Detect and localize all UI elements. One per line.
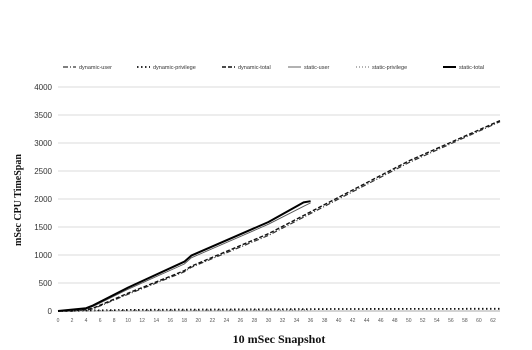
x-tick-label: 28 — [252, 318, 258, 324]
x-tick-label: 44 — [364, 318, 370, 324]
y-tick-label: 3500 — [34, 111, 52, 120]
x-tick-label: 4 — [85, 318, 88, 324]
legend-label-dynamic-privilege: dynamic-privilege — [153, 65, 196, 71]
x-tick-label: 20 — [196, 318, 202, 324]
y-tick-label: 2000 — [34, 195, 52, 204]
legend-label-static-user: static-user — [304, 65, 330, 71]
x-tick-label: 32 — [280, 318, 286, 324]
x-tick-label: 48 — [392, 318, 398, 324]
y-axis-label: mSec CPU TimeSpan — [13, 154, 24, 246]
x-tick-label: 30 — [266, 318, 272, 324]
x-tick-label: 34 — [294, 318, 300, 324]
x-tick-label: 42 — [350, 318, 356, 324]
legend-label-dynamic-user: dynamic-user — [79, 65, 112, 71]
y-tick-label: 1500 — [34, 223, 52, 232]
y-tick-label: 3000 — [34, 139, 52, 148]
x-tick-label: 38 — [322, 318, 328, 324]
legend-label-static-total: static-total — [459, 65, 484, 71]
x-tick-label: 56 — [448, 318, 454, 324]
x-tick-label: 58 — [462, 318, 468, 324]
x-tick-label: 2 — [71, 318, 74, 324]
y-axis: 0 500 1000 1500 2000 2500 3000 3500 4000 — [34, 83, 52, 316]
y-tick-label: 500 — [39, 279, 53, 288]
y-tick-label: 0 — [48, 307, 53, 316]
x-axis: 0 2 4 6 8 10 12 14 16 18 20 22 24 26 28 30 32 34 36 38 40 42 4… — [57, 310, 500, 324]
x-tick-label: 18 — [182, 318, 188, 324]
x-tick-label: 12 — [139, 318, 145, 324]
x-tick-label: 62 — [490, 318, 496, 324]
x-tick-label: 40 — [336, 318, 342, 324]
y-tick-label: 1000 — [34, 251, 52, 260]
legend-label-static-privilege: static-privilege — [372, 65, 407, 71]
y-tick-label: 4000 — [34, 83, 52, 92]
series-line-dynamic-total — [58, 119, 501, 312]
x-tick-label: 50 — [406, 318, 412, 324]
x-tick-label: 8 — [113, 318, 116, 324]
x-tick-label: 54 — [434, 318, 440, 324]
gridlines — [58, 86, 500, 312]
series-line-dynamic-user — [58, 121, 501, 312]
y-tick-label: 2500 — [34, 167, 52, 176]
x-tick-label: 36 — [308, 318, 314, 324]
series-group — [57, 119, 501, 312]
x-tick-label: 16 — [167, 318, 173, 324]
legend-label-dynamic-total: dynamic-total — [238, 65, 271, 71]
x-tick-label: 10 — [125, 318, 131, 324]
x-tick-label: 0 — [57, 318, 60, 324]
x-tick-label: 14 — [153, 318, 159, 324]
series-line-static-total — [57, 200, 311, 312]
x-tick-label: 52 — [420, 318, 426, 324]
x-tick-label: 24 — [224, 318, 230, 324]
x-axis-label: 10 mSec Snapshot — [233, 332, 326, 346]
legend: dynamic-user dynamic-privilege dynamic-tot… — [63, 65, 484, 71]
x-tick-label: 22 — [210, 318, 216, 324]
x-tick-label: 26 — [238, 318, 244, 324]
x-tick-label: 60 — [476, 318, 482, 324]
x-tick-label: 46 — [378, 318, 384, 324]
x-tick-label: 6 — [99, 318, 102, 324]
